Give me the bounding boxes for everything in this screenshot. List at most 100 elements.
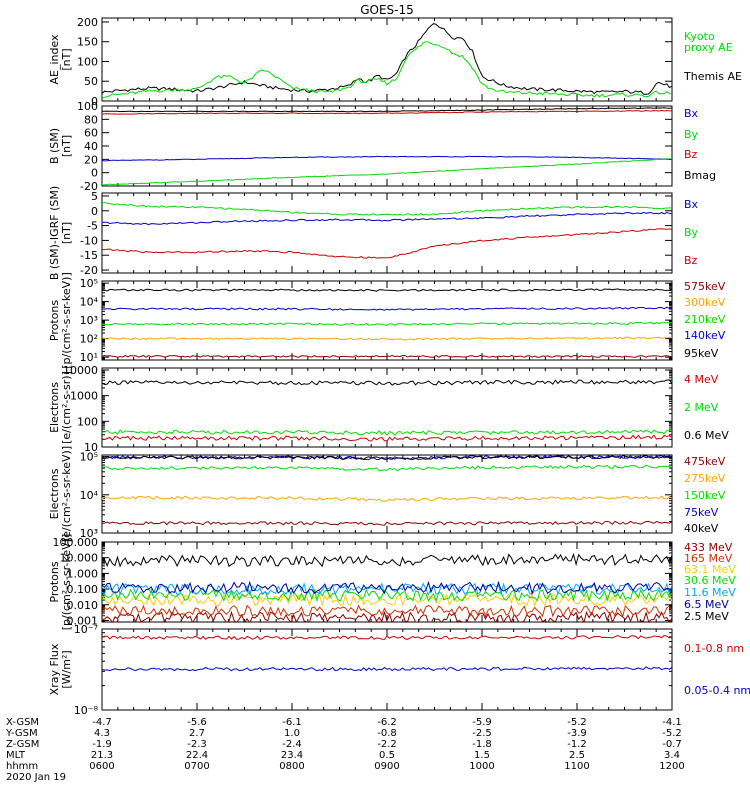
yunit-4: [p/(cm²-s-sr-keV)] (60, 272, 73, 369)
legend-entry: 475keV (684, 455, 726, 468)
yunit-5: [e/(cm²-s-sr)] (60, 371, 73, 444)
ytick-label: 10² (80, 333, 98, 346)
xrow-value: -0.7 (662, 739, 682, 750)
legend-entry: Kyoto proxy AE (684, 30, 733, 54)
ylabel-1: AE_index (48, 34, 61, 85)
legend-entry: 575keV (684, 280, 726, 293)
ytick-label: 100 (77, 100, 98, 113)
series-line (102, 354, 672, 358)
ytick-label: 10⁵ (80, 277, 98, 290)
ytick-label: 0.010 (67, 599, 99, 612)
series-line (102, 41, 672, 99)
chart-title: GOES-15 (360, 3, 414, 17)
series-line (102, 666, 672, 672)
xrow-value: 0900 (374, 761, 399, 772)
ytick-label: -5 (87, 220, 98, 233)
xrow-label: hhmm (6, 761, 38, 772)
legend-entry: Bx (684, 198, 699, 211)
ytick-label: 80 (84, 113, 98, 126)
xrow-value: 0600 (89, 761, 114, 772)
xrow-value: -2.3 (187, 739, 207, 750)
ytick-label: 150 (77, 36, 98, 49)
panel-frame-1 (101, 17, 673, 102)
ytick-label: 1.000 (67, 567, 99, 580)
legend-entry: 95keV (684, 347, 719, 360)
legend-entry: 300keV (684, 296, 726, 309)
xrow-value: 1100 (564, 761, 589, 772)
ytick-label: 60 (84, 127, 98, 140)
series-line (102, 604, 672, 618)
series-line (102, 107, 672, 113)
series-line (102, 464, 672, 472)
ytick-label: 100 (77, 415, 98, 428)
ytick-label: 0.001 (67, 614, 99, 627)
legend-entry: 0.1-0.8 nm (684, 642, 744, 655)
legend-entry: 30.6 MeV (684, 574, 736, 587)
xrow-label: X-GSM (6, 717, 39, 728)
ytick-label: 10.000 (60, 552, 99, 565)
xrow-value: 1000 (469, 761, 494, 772)
yunit-2: [nT] (60, 135, 73, 157)
yunit-8: [W/m²] (60, 650, 73, 688)
ytick-label: 0 (91, 167, 98, 180)
ytick-label: 10³ (80, 314, 98, 327)
legend-entry: 0.6 MeV (684, 429, 729, 442)
xrow-value: 1.0 (284, 728, 300, 739)
xrow-value: 1200 (659, 761, 684, 772)
legend-entry: 0.05-0.4 nm (684, 684, 750, 697)
ytick-label: 200 (77, 16, 98, 29)
series-line (102, 495, 672, 502)
series-line (102, 455, 672, 461)
ytick-label: 100 (77, 55, 98, 68)
series-line (102, 580, 672, 595)
xrow-value: 1.5 (474, 750, 490, 761)
legend-entry: Bz (684, 254, 698, 267)
ytick-label: -20 (80, 180, 98, 193)
xrow-value: 2.7 (189, 728, 205, 739)
ytick-label: 10⁻⁸ (74, 704, 99, 717)
xrow-value: 3.4 (664, 750, 680, 761)
xrow-value: 0800 (279, 761, 304, 772)
ytick-label: 10000 (63, 364, 98, 377)
xrow-value: 4.3 (94, 728, 110, 739)
series-line (102, 593, 672, 607)
xrow-value: 2.5 (569, 750, 585, 761)
ylabel-5: Electrons (48, 382, 61, 433)
yunit-3: [nT] (60, 222, 73, 244)
ylabel-2: B (SM) (48, 128, 61, 164)
legend-entry: 2.5 MeV (684, 610, 729, 623)
legend-entry: Bmag (684, 169, 716, 182)
series-line (102, 155, 672, 162)
yunit-1: [nT] (60, 48, 73, 70)
xrow-value: -2.5 (472, 728, 492, 739)
xrow-value: -1.8 (472, 739, 492, 750)
legend-entry: 2 MeV (684, 401, 719, 414)
series-line (102, 228, 672, 259)
ytick-label: 40 (84, 140, 98, 153)
xrow-value: -1.2 (567, 739, 587, 750)
ytick-label: 10 (84, 441, 98, 454)
ytick-label: 20 (84, 153, 98, 166)
series-line (102, 288, 672, 292)
xrow-value: 0.5 (379, 750, 395, 761)
ylabel-3: B (SM)-IGRF (SM) (48, 186, 61, 280)
panel-frame-4 (101, 280, 673, 361)
date-label: 2020 Jan 19 (6, 772, 66, 783)
legend-entry: 165 MeV (684, 552, 733, 565)
xrow-value: 23.4 (281, 750, 303, 761)
legend-entry: 63.1 MeV (684, 563, 736, 576)
series-line (102, 306, 672, 311)
ytick-label: -20 (80, 264, 98, 277)
series-line (102, 336, 672, 341)
ytick-label: 0 (91, 205, 98, 218)
xrow-value: 21.3 (91, 750, 113, 761)
ytick-label: 50 (84, 75, 98, 88)
ytick-label: 10¹ (80, 351, 98, 364)
ytick-label: 10⁴ (80, 489, 99, 502)
ylabel-4: Protons (48, 300, 61, 341)
ytick-label: 10⁻⁷ (74, 623, 98, 636)
ylabel-7: Protons (48, 561, 61, 602)
legend-entry: 75keV (684, 506, 719, 519)
xrow-value: -0.8 (377, 728, 397, 739)
